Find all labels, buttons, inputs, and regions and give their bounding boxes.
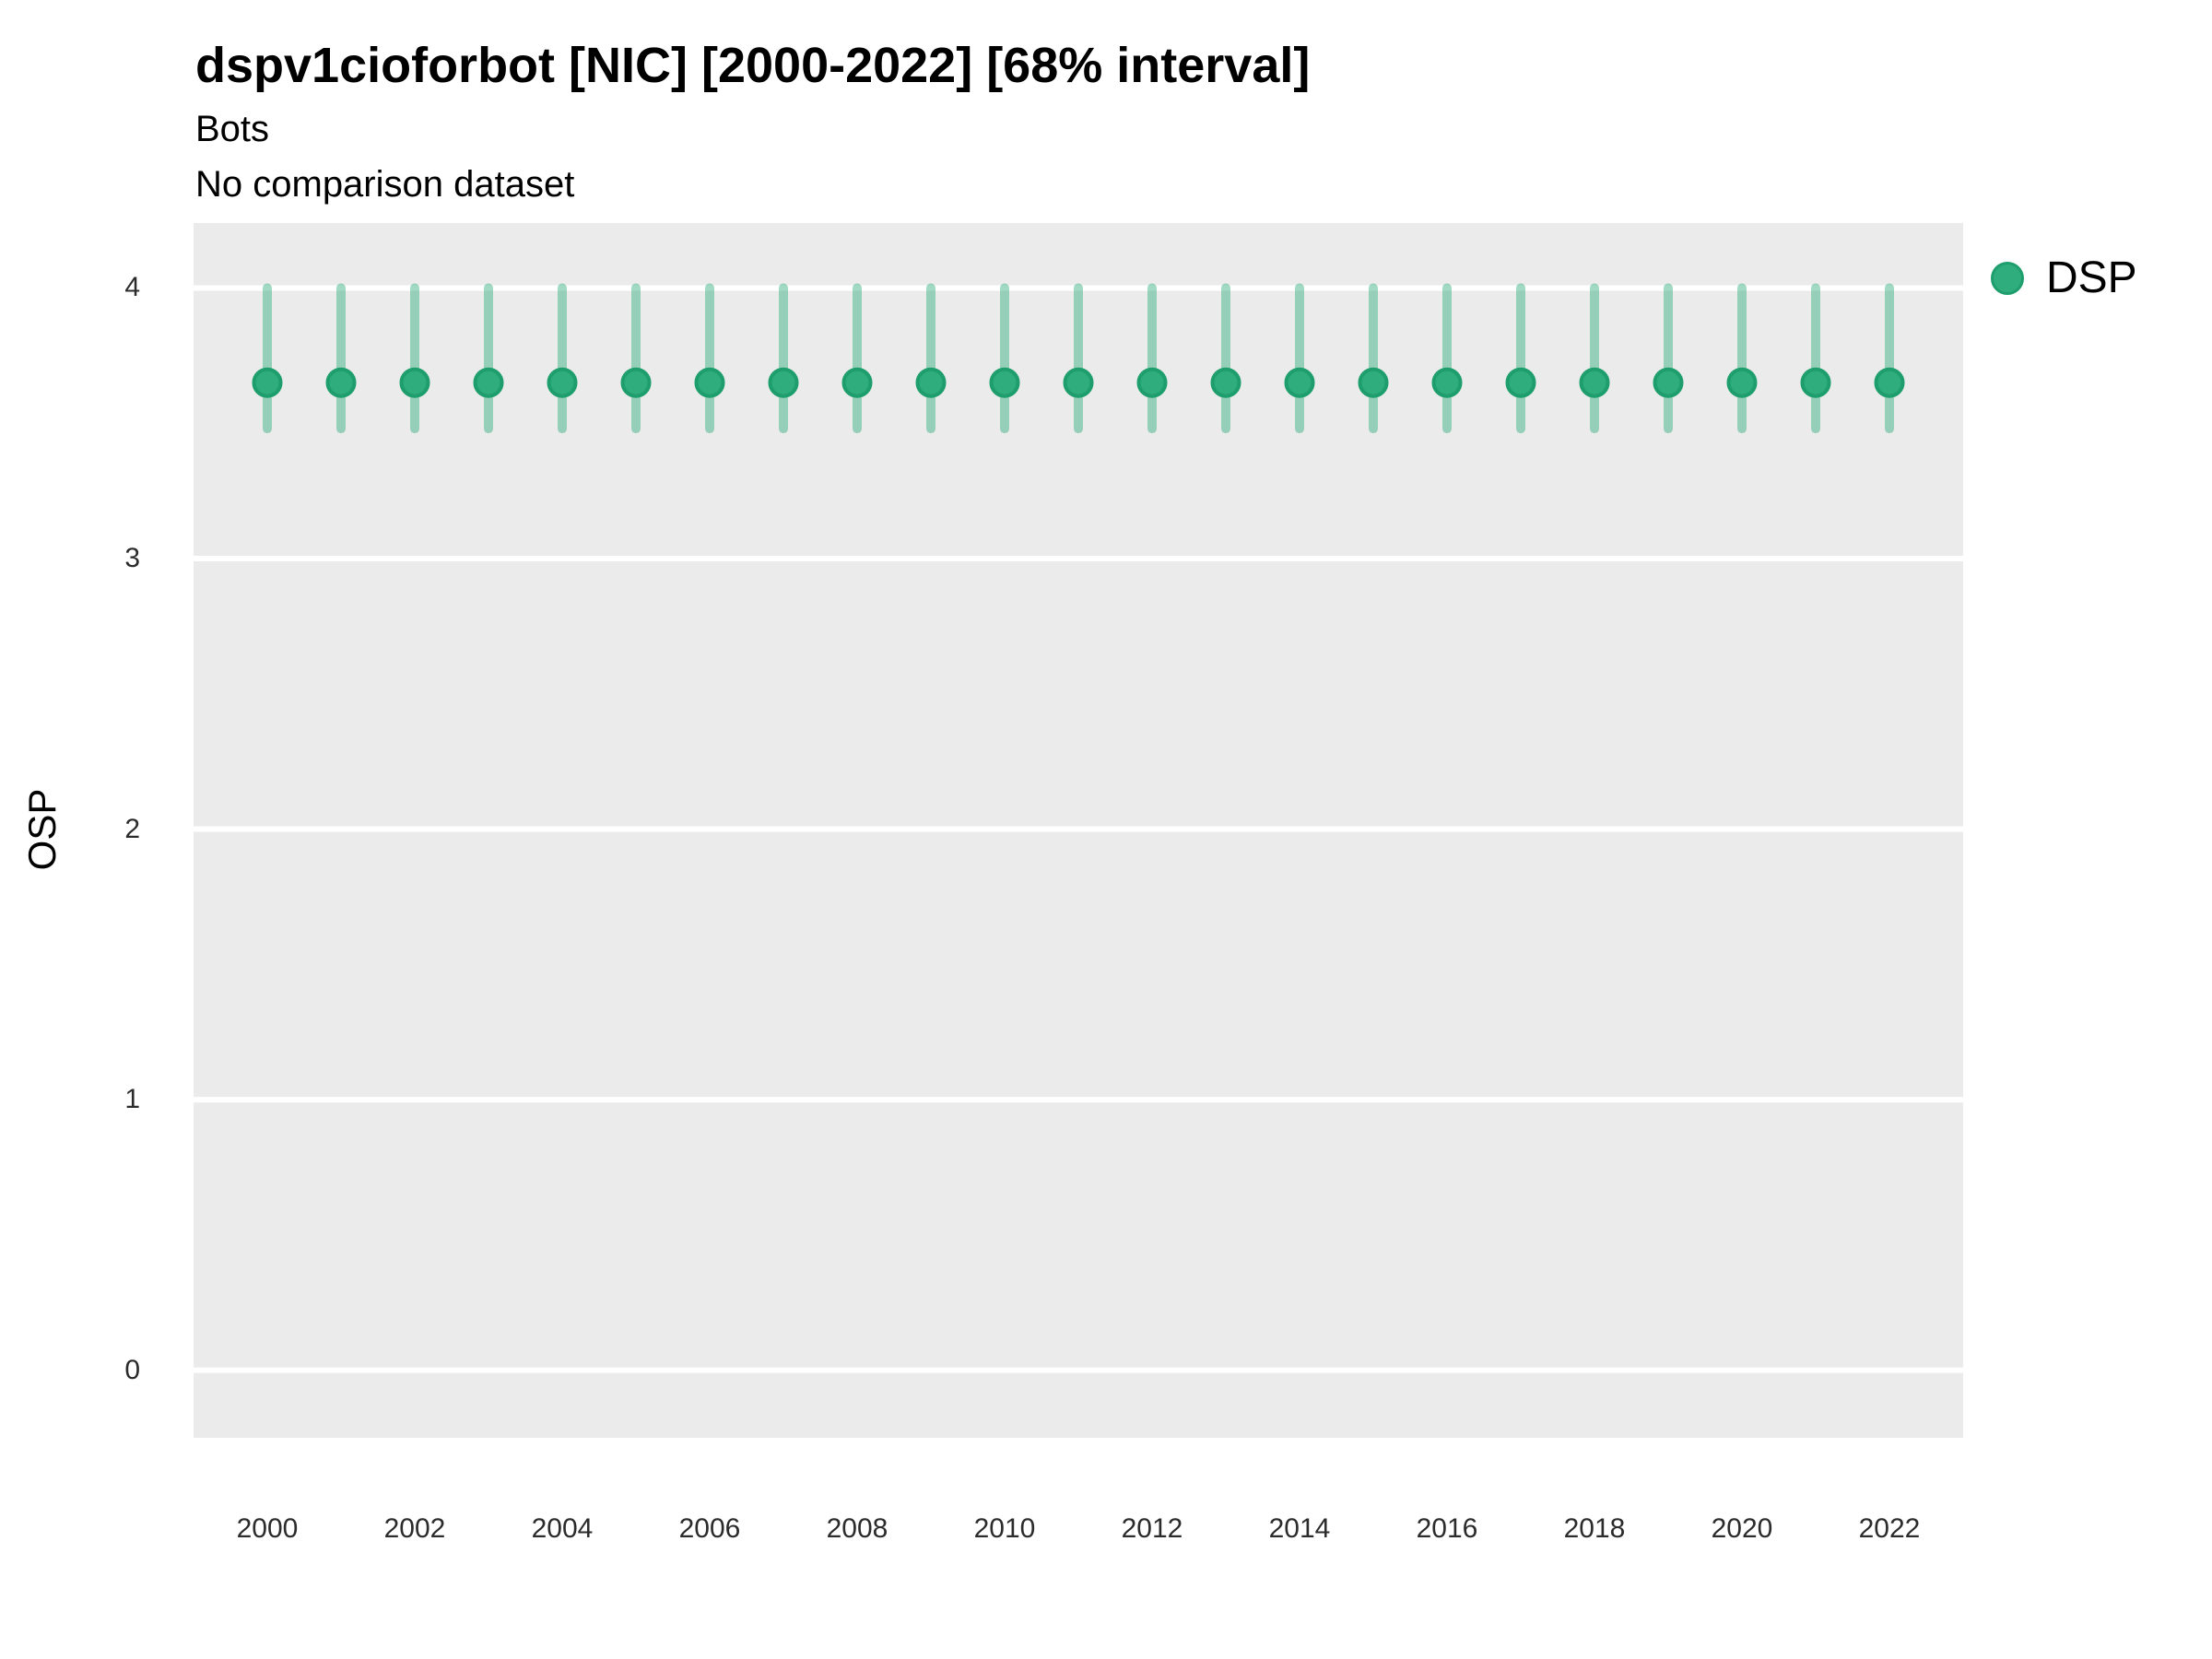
data-point-2014 xyxy=(1284,367,1315,398)
data-point-2001 xyxy=(325,367,357,398)
data-point-2011 xyxy=(1063,367,1094,398)
x-tick-label-2022: 2022 xyxy=(1858,1513,1921,1544)
x-tick-label-2006: 2006 xyxy=(678,1513,741,1544)
plot-panel xyxy=(194,223,1963,1438)
data-point-2010 xyxy=(989,367,1020,398)
chart-title: dspv1cioforbot [NIC] [2000-2022] [68% in… xyxy=(195,38,1311,93)
x-tick-label-2010: 2010 xyxy=(973,1513,1036,1544)
x-tick-label-2018: 2018 xyxy=(1563,1513,1626,1544)
data-point-2016 xyxy=(1431,367,1463,398)
data-point-2005 xyxy=(620,367,652,398)
x-tick-label-2012: 2012 xyxy=(1121,1513,1183,1544)
data-point-2009 xyxy=(915,367,947,398)
plot-area-svg xyxy=(194,223,1963,1438)
data-point-2019 xyxy=(1653,367,1684,398)
x-tick-label-2000: 2000 xyxy=(236,1513,299,1544)
y-tick-label-1: 1 xyxy=(124,1084,140,1115)
x-tick-label-2004: 2004 xyxy=(531,1513,594,1544)
data-point-2002 xyxy=(399,367,430,398)
data-point-2015 xyxy=(1358,367,1389,398)
data-point-2012 xyxy=(1136,367,1168,398)
data-point-2021 xyxy=(1800,367,1831,398)
y-tick-label-2: 2 xyxy=(124,813,140,844)
data-point-2022 xyxy=(1874,367,1905,398)
legend-label: DSP xyxy=(2046,253,2137,302)
x-tick-label-2002: 2002 xyxy=(383,1513,446,1544)
chart-comparison-note: No comparison dataset xyxy=(195,164,575,205)
data-point-2000 xyxy=(252,367,283,398)
data-point-2013 xyxy=(1210,367,1241,398)
data-point-2007 xyxy=(768,367,799,398)
legend-point-icon xyxy=(1991,261,2024,295)
y-tick-label-0: 0 xyxy=(124,1354,140,1385)
x-tick-label-2014: 2014 xyxy=(1268,1513,1331,1544)
data-point-2006 xyxy=(694,367,725,398)
data-point-2003 xyxy=(473,367,504,398)
x-tick-label-2020: 2020 xyxy=(1711,1513,1773,1544)
data-point-2004 xyxy=(547,367,578,398)
x-tick-label-2008: 2008 xyxy=(826,1513,888,1544)
chart-subtitle: Bots xyxy=(195,109,270,149)
y-tick-label-4: 4 xyxy=(124,272,140,303)
data-point-2008 xyxy=(841,367,873,398)
data-point-2017 xyxy=(1505,367,1536,398)
y-tick-label-3: 3 xyxy=(124,542,140,573)
x-tick-label-2016: 2016 xyxy=(1416,1513,1478,1544)
data-point-2018 xyxy=(1579,367,1610,398)
legend: DSP xyxy=(1991,253,2137,303)
data-point-2020 xyxy=(1726,367,1758,398)
